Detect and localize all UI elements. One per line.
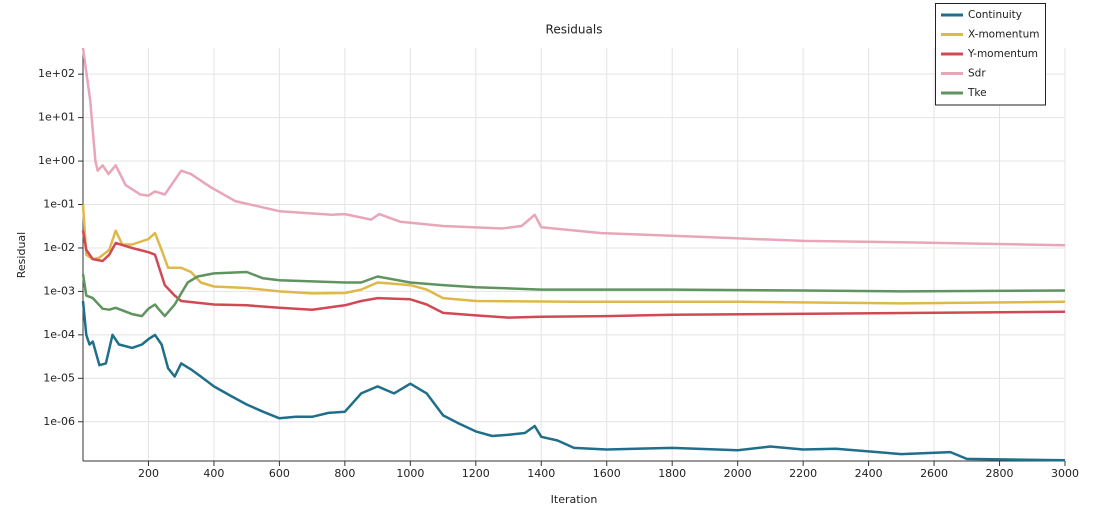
x-tick-label: 800	[334, 467, 355, 480]
x-tick-label: 2000	[724, 467, 752, 480]
y-tick-label: 1e-01	[43, 198, 75, 211]
x-axis-label: Iteration	[551, 493, 598, 506]
x-tick-label: 600	[269, 467, 290, 480]
chart-title: Residuals	[546, 23, 603, 37]
y-tick-label: 1e-05	[43, 371, 75, 384]
x-tick-label: 1200	[462, 467, 490, 480]
x-tick-label: 1800	[658, 467, 686, 480]
legend-label: Tke	[967, 87, 987, 99]
y-tick-label: 1e+01	[38, 111, 75, 124]
x-tick-label: 1600	[593, 467, 621, 480]
series-line	[81, 270, 1066, 318]
x-tick-label: 2200	[789, 467, 817, 480]
legend: Continuity X-momentum Y-momentum Sdr Tke	[935, 3, 1046, 106]
x-tick-label: 1400	[527, 467, 555, 480]
series-line	[81, 300, 1066, 462]
y-tick-label: 1e+02	[38, 67, 75, 80]
legend-label: X-momentum	[968, 29, 1039, 41]
legend-label: Continuity	[968, 9, 1022, 21]
y-tick-label: 1e+00	[38, 154, 75, 167]
y-tick-label: 1e-06	[43, 415, 75, 428]
x-tick-label: 1000	[396, 467, 424, 480]
legend-label: Sdr	[968, 68, 986, 80]
series-line	[81, 230, 1066, 319]
y-tick-label: 1e-02	[43, 241, 75, 254]
x-tick-label: 2600	[920, 467, 948, 480]
y-axis-label: Residual	[15, 232, 28, 278]
x-tick-label: 2400	[855, 467, 883, 480]
series-line	[81, 204, 1066, 305]
y-tick-label: 1e-04	[43, 328, 75, 341]
y-tick-label: 1e-03	[43, 284, 75, 297]
legend-label: Y-momentum	[967, 48, 1038, 60]
series-line	[81, 47, 1066, 247]
x-tick-label: 2800	[986, 467, 1014, 480]
x-tick-label: 400	[203, 467, 224, 480]
x-tick-label: 3000	[1051, 467, 1079, 480]
x-tick-label: 200	[138, 467, 159, 480]
